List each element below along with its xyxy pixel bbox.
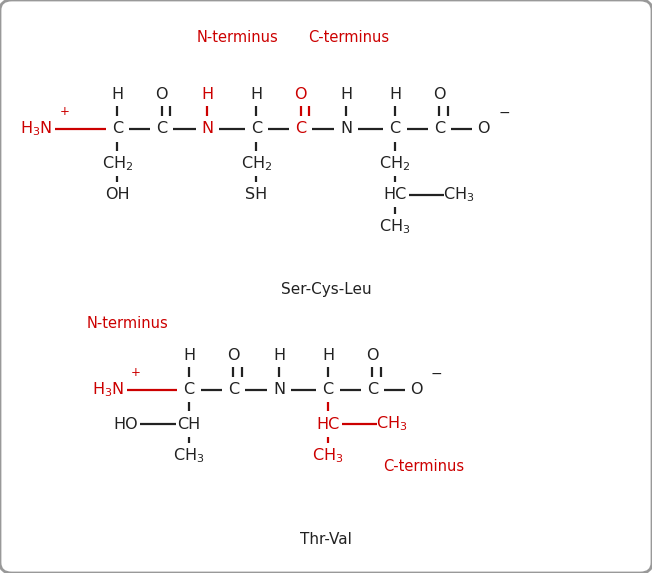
Text: N-terminus: N-terminus (197, 30, 279, 45)
Text: C: C (389, 121, 401, 136)
Text: N: N (340, 121, 352, 136)
Text: H: H (183, 348, 195, 363)
Text: C-terminus: C-terminus (308, 30, 389, 45)
Text: CH$_3$: CH$_3$ (376, 415, 408, 433)
Text: C: C (295, 121, 306, 136)
Text: H: H (111, 87, 123, 102)
Text: H: H (201, 87, 213, 102)
Text: H: H (322, 348, 334, 363)
Text: CH$_3$: CH$_3$ (379, 217, 411, 236)
Text: H: H (340, 87, 352, 102)
Text: O: O (410, 382, 423, 397)
Text: C: C (228, 382, 239, 397)
Text: C: C (111, 121, 123, 136)
Text: H$_3$N: H$_3$N (20, 120, 52, 138)
Text: CH$_2$: CH$_2$ (379, 154, 411, 172)
Text: H: H (250, 87, 262, 102)
Text: C: C (250, 121, 262, 136)
Text: C: C (434, 121, 445, 136)
Text: H: H (389, 87, 401, 102)
Text: O: O (294, 87, 307, 102)
Text: C: C (183, 382, 195, 397)
Text: N: N (273, 382, 285, 397)
Text: SH: SH (245, 187, 267, 202)
Text: CH$_3$: CH$_3$ (443, 186, 475, 204)
Text: HC: HC (316, 417, 340, 431)
Text: −: − (498, 106, 510, 120)
Text: C-terminus: C-terminus (383, 460, 464, 474)
Text: C: C (366, 382, 378, 397)
Text: CH$_3$: CH$_3$ (173, 446, 205, 465)
Text: CH$_2$: CH$_2$ (241, 154, 272, 172)
Text: O: O (366, 348, 379, 363)
Text: HC: HC (383, 187, 407, 202)
Text: N: N (201, 121, 213, 136)
Text: −: − (431, 367, 443, 380)
Text: CH$_2$: CH$_2$ (102, 154, 133, 172)
Text: Ser-Cys-Leu: Ser-Cys-Leu (281, 282, 371, 297)
Text: CH$_3$: CH$_3$ (312, 446, 344, 465)
Text: HO: HO (113, 417, 138, 431)
Text: H$_3$N: H$_3$N (92, 380, 124, 399)
Text: N-terminus: N-terminus (86, 316, 168, 331)
Text: O: O (155, 87, 168, 102)
Text: OH: OH (105, 187, 130, 202)
Text: O: O (227, 348, 240, 363)
Text: +: + (131, 366, 141, 379)
Text: CH: CH (177, 417, 201, 431)
Text: Thr-Val: Thr-Val (300, 532, 352, 547)
Text: O: O (477, 121, 490, 136)
Text: +: + (59, 105, 69, 118)
Text: O: O (433, 87, 446, 102)
Text: C: C (156, 121, 168, 136)
Text: C: C (322, 382, 334, 397)
Text: H: H (273, 348, 285, 363)
